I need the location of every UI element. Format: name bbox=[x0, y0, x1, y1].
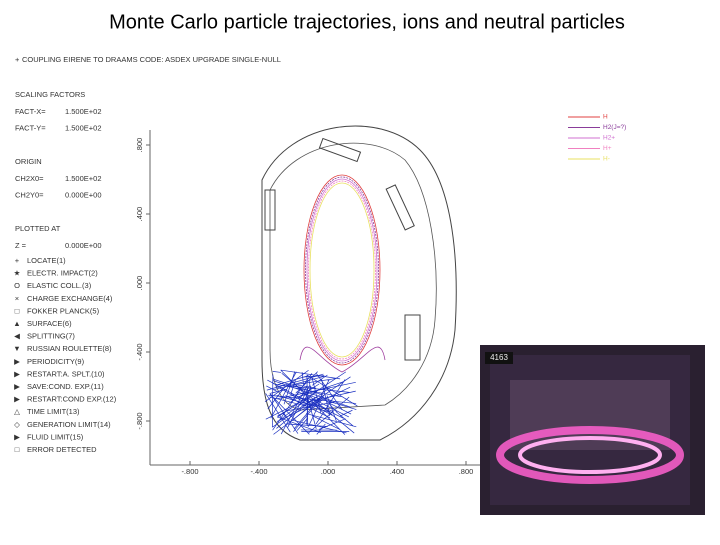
settings-heading: PLOTTED AT bbox=[15, 224, 61, 233]
x-tick-label: .800 bbox=[459, 467, 474, 476]
event-symbol: ▲ bbox=[13, 319, 20, 328]
event-label: SAVE:COND. EXP.(11) bbox=[27, 382, 104, 391]
trajectory bbox=[317, 424, 326, 434]
event-symbol: ▶ bbox=[14, 432, 21, 441]
trajectory bbox=[266, 386, 276, 391]
settings-key: CH2Y0= bbox=[15, 190, 44, 199]
event-symbol: △ bbox=[14, 407, 21, 416]
event-label: TIME LIMIT(13) bbox=[27, 407, 80, 416]
header-text: COUPLING EIRENE TO DRAAMS CODE: ASDEX UP… bbox=[22, 55, 281, 64]
settings-key: Z = bbox=[15, 241, 27, 250]
settings-value: 1.500E+02 bbox=[65, 107, 102, 116]
event-label: PERIODICITY(9) bbox=[27, 357, 85, 366]
event-symbol: ▼ bbox=[13, 344, 20, 353]
y-tick-label: .400 bbox=[135, 207, 144, 222]
tile bbox=[405, 315, 420, 360]
plasma-contour bbox=[310, 183, 374, 357]
event-symbol: ★ bbox=[14, 269, 21, 278]
event-symbol: ▶ bbox=[14, 357, 21, 366]
event-symbol: ◇ bbox=[14, 420, 21, 429]
photo-label: 4163 bbox=[490, 353, 508, 362]
plasma-contour bbox=[304, 175, 380, 365]
y-tick-label: -.800 bbox=[135, 412, 144, 429]
event-label: LOCATE(1) bbox=[27, 256, 66, 265]
trajectories bbox=[265, 370, 357, 435]
event-symbol: × bbox=[15, 294, 19, 303]
event-label: FOKKER PLANCK(5) bbox=[27, 306, 100, 315]
settings-value: 1.500E+02 bbox=[65, 123, 102, 132]
x-tick-label: -.800 bbox=[181, 467, 198, 476]
event-label: GENERATION LIMIT(14) bbox=[27, 420, 111, 429]
legend-label: H- bbox=[603, 156, 610, 163]
event-label: SURFACE(6) bbox=[27, 319, 72, 328]
legend-label: H+ bbox=[603, 145, 612, 152]
y-tick-label: .000 bbox=[135, 276, 144, 291]
header-symbol: + bbox=[15, 55, 20, 64]
plasma-contour bbox=[307, 179, 377, 361]
settings-value: 0.000E+00 bbox=[65, 241, 102, 250]
event-symbol: ▶ bbox=[14, 382, 21, 391]
event-symbol: ▶ bbox=[14, 369, 21, 378]
settings-heading: ORIGIN bbox=[15, 157, 42, 166]
event-label: RESTART:COND EXP.(12) bbox=[27, 395, 117, 404]
x-tick-label: .400 bbox=[390, 467, 405, 476]
event-symbol: ◀ bbox=[14, 332, 21, 341]
event-label: RESTART:A. SPLT.(10) bbox=[27, 369, 105, 378]
x-tick-label: -.400 bbox=[250, 467, 267, 476]
x-tick-label: .000 bbox=[321, 467, 336, 476]
trajectory bbox=[273, 371, 281, 372]
event-symbol: + bbox=[15, 256, 20, 265]
trajectory bbox=[328, 380, 330, 381]
event-label: ERROR DETECTED bbox=[27, 445, 97, 454]
event-symbol: O bbox=[14, 281, 20, 290]
tile bbox=[386, 185, 414, 230]
y-tick-label: .800 bbox=[135, 138, 144, 153]
settings-heading: SCALING FACTORS bbox=[15, 90, 85, 99]
plasma-contours bbox=[300, 175, 385, 372]
settings-key: CH2X0= bbox=[15, 174, 44, 183]
plasma-contour bbox=[309, 181, 376, 359]
legend-label: H2+ bbox=[603, 135, 615, 142]
event-label: ELECTR. IMPACT(2) bbox=[27, 269, 98, 278]
separatrix bbox=[300, 347, 385, 372]
settings-key: FACT-X= bbox=[15, 107, 46, 116]
tile bbox=[319, 138, 360, 161]
settings-value: 0.000E+00 bbox=[65, 190, 102, 199]
y-tick-label: -.400 bbox=[135, 343, 144, 360]
trajectory bbox=[297, 418, 308, 430]
event-label: SPLITTING(7) bbox=[27, 332, 75, 341]
event-label: RUSSIAN ROULETTE(8) bbox=[27, 344, 112, 353]
plasma-contour bbox=[306, 177, 379, 363]
event-symbol: □ bbox=[15, 306, 20, 315]
event-symbol: ▶ bbox=[14, 395, 21, 404]
event-label: FLUID LIMIT(15) bbox=[27, 432, 84, 441]
trajectory bbox=[272, 374, 273, 427]
event-label: ELASTIC COLL.(3) bbox=[27, 281, 92, 290]
slide-title: Monte Carlo particle trajectories, ions … bbox=[109, 11, 625, 33]
settings-key: FACT-Y= bbox=[15, 123, 46, 132]
legend-label: H bbox=[603, 114, 608, 121]
event-symbol: □ bbox=[15, 445, 20, 454]
event-label: CHARGE EXCHANGE(4) bbox=[27, 294, 113, 303]
legend-label: H2(J=?) bbox=[603, 124, 626, 131]
settings-value: 1.500E+02 bbox=[65, 174, 102, 183]
